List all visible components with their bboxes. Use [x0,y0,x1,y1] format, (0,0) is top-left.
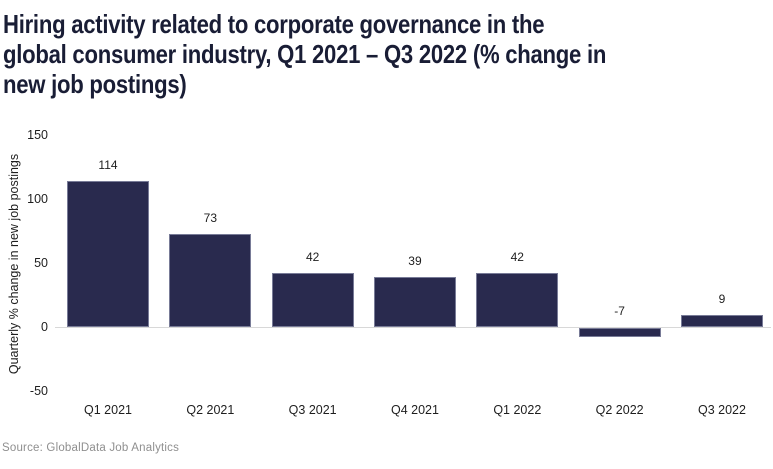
bar-q3-2021 [271,273,354,327]
y-tick-label: 0 [41,320,48,334]
bar-q1-2022 [476,273,559,327]
x-tick-label: Q4 2021 [391,403,439,417]
x-tick-label: Q1 2021 [84,403,132,417]
bar-value-label: 42 [305,250,320,265]
x-tick-label: Q3 2021 [288,403,337,417]
bar-value-label: 9 [718,292,726,307]
y-tick-label: 50 [34,256,48,270]
chart-title-line-3: new job postings) [3,69,187,99]
chart-title: Hiring activity related to corporate gov… [3,9,606,99]
y-tick-label: 150 [27,128,48,142]
chart-title-line-2: global consumer industry, Q1 2021 – Q3 2… [3,39,607,69]
bar-value-label: 114 [98,158,118,173]
bar-value-label: 73 [203,210,217,225]
bar-q2-2022 [578,328,661,337]
source-note: Source: GlobalData Job Analytics [2,442,180,454]
bar-q3-2022 [680,315,763,327]
x-tick-label: Q3 2022 [697,403,746,417]
bar-value-label: -7 [614,304,625,318]
y-tick-label: -50 [29,384,48,398]
y-tick-label: 100 [27,192,48,206]
bar-value-label: 39 [408,254,422,269]
bar-q4-2021 [373,277,456,327]
x-tick-label: Q2 2022 [595,403,644,417]
bar-value-label: 42 [510,250,524,265]
plot-area: 114 73 42 39 42 -7 9 [55,135,771,391]
chart-title-line-1: Hiring activity related to corporate gov… [3,9,545,39]
x-tick-label: Q1 2022 [493,403,542,417]
zero-axis-line [55,327,771,328]
x-tick-label: Q2 2021 [186,403,235,417]
bar-q2-2021 [169,233,252,327]
bar-q1-2021 [67,181,149,327]
